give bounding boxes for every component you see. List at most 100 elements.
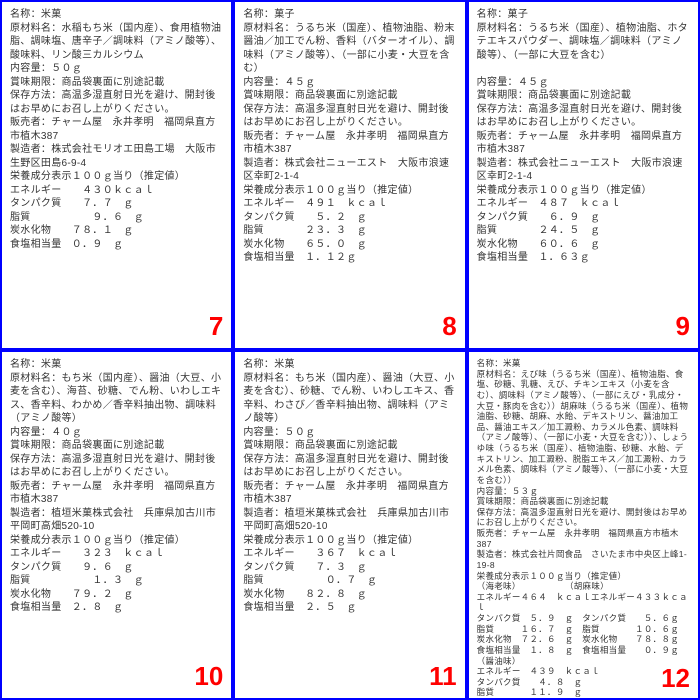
cell-number: 10 [194, 659, 223, 694]
label-cell-9: 名称：菓子原材料名：うるち米（国産）、植物油脂、ホタテエキスパウダー、調味塩／調… [467, 0, 700, 350]
text-line: 脂質 ９．６ ｇ [10, 211, 223, 225]
text-line: 食塩相当量 １．１２ｇ [243, 251, 456, 265]
text-line: 炭水化物 ８２．８ ｇ [243, 588, 456, 602]
text-line: 保存方法：高温多湿直射日光を避け、開封後はお早めにお召し上がりください。 [477, 507, 690, 528]
text-line: 食塩相当量 １．８ ｇ 食塩相当量 ０．９ｇ [477, 645, 690, 656]
text-line: 製造者：株式会社ニューエスト 大阪市浪速区幸町2-1-4 [477, 157, 690, 184]
text-line: 賞味期限：商品袋裏面に別途記載 [243, 439, 456, 453]
label-cell-12: 名称：米菓原材料名：えび味（うるち米（国産）、植物油脂、食塩、砂糖、乳糖、えび、… [467, 350, 700, 700]
text-line: 名称：米菓 [10, 8, 223, 22]
label-cell-10: 名称：米菓原材料名：もち米（国内産）、醤油（大豆、小麦を含む）、海苔、砂糖、でん… [0, 350, 233, 700]
text-line: 保存方法：高温多湿直射日光を避け、開封後はお早めにお召し上がりください。 [243, 103, 456, 130]
text-line: 内容量：４０ｇ [10, 426, 223, 440]
text-line: 販売者：チャーム屋 永井孝明 福岡県直方市植木387 [477, 130, 690, 157]
text-line: （醤油味） [477, 656, 690, 667]
text-line: 炭水化物 ７２．６ ｇ 炭水化物 ７８．８ｇ [477, 634, 690, 645]
text-line: 内容量：４５ｇ [477, 76, 690, 90]
text-line: （海老味） （胡麻味） [477, 581, 690, 592]
text-line: 炭水化物 ７８．１ ｇ [10, 224, 223, 238]
text-line: 脂質 １．３ ｇ [10, 574, 223, 588]
text-line: 炭水化物 ６０．６ ｇ [477, 238, 690, 252]
text-line: タンパク質 ４．８ ｇ [477, 677, 690, 688]
cell-number: 8 [442, 309, 456, 344]
text-line: 原材料名：水稲もち米（国内産）、食用植物油脂、調味塩、唐辛子／調味料（アミノ酸等… [10, 22, 223, 63]
text-line: 販売者：チャーム屋 永井孝明 福岡県直方市植木387 [243, 480, 456, 507]
cell-number: 7 [209, 309, 223, 344]
text-line: 名称：米菓 [243, 358, 456, 372]
text-line: 製造者：植垣米菓株式会社 兵庫県加古川市平岡町高畑520-10 [10, 507, 223, 534]
text-line: 製造者：株式会社モリオエ田島工場 大阪市生野区田島6-9-4 [10, 143, 223, 170]
text-line: タンパク質 ５．２ ｇ [243, 211, 456, 225]
cell-number: 12 [661, 662, 690, 695]
text-line: 製造者：株式会社片岡食品 さいたま市中央区上峰1-19-8 [477, 549, 690, 570]
text-line: 保存方法：高温多湿直射日光を避け、開封後はお早めにお召し上がりください。 [477, 103, 690, 130]
text-line: 販売者：チャーム屋 永井孝明 福岡県直方市植木387 [477, 528, 690, 549]
text-line: 賞味期限：商品袋裏面に別途記載 [10, 76, 223, 90]
text-line: 脂質 ２３．３ ｇ [243, 224, 456, 238]
text-line: 栄養成分表示１００ｇ当り（推定値） [243, 184, 456, 198]
text-line: 内容量：５０ｇ [243, 426, 456, 440]
text-line: 炭水化物 ７９．２ ｇ [10, 588, 223, 602]
text-line: エネルギー ４３９ ｋｃａｌ [477, 666, 690, 677]
text-line: タンパク質 ６．９ ｇ [477, 211, 690, 225]
text-line: エネルギー ４３０ｋｃａｌ [10, 184, 223, 198]
text-line: 食塩相当量 ２．８ ｇ [10, 601, 223, 615]
label-cell-11: 名称：米菓原材料名：もち米（国内産）、醤油（大豆、小麦を含む）、砂糖、でん粉、い… [233, 350, 466, 700]
text-line: 賞味期限：商品袋裏面に別途記載 [10, 439, 223, 453]
text-line: 食塩相当量 １．６３ｇ [477, 251, 690, 265]
text-line: エネルギー ３２３ ｋｃａｌ [10, 547, 223, 561]
cell-number: 11 [429, 659, 457, 694]
label-content: 名称：菓子原材料名：うるち米（国産）、植物油脂、粉末醤油／加工でん粉、香料（バタ… [243, 8, 456, 265]
text-line: 原材料名：もち米（国内産）、醤油（大豆、小麦を含む）、海苔、砂糖、でん粉、いわし… [10, 372, 223, 426]
text-line: 栄養成分表示１００ｇ当り（推定値） [10, 534, 223, 548]
text-line: 販売者：チャーム屋 永井孝明 福岡県直方市植木387 [243, 130, 456, 157]
text-line: タンパク質 ７．３ ｇ [243, 561, 456, 575]
text-line: 製造者：株式会社ニューエスト 大阪市浪速区幸町2-1-4 [243, 157, 456, 184]
label-content: 名称：菓子原材料名：うるち米（国産）、植物油脂、ホタテエキスパウダー、調味塩／調… [477, 8, 690, 265]
text-line: 栄養成分表示１００ｇ当り（推定値） [243, 534, 456, 548]
text-line: タンパク質 ７．７ ｇ [10, 197, 223, 211]
text-line: エネルギー ３６７ ｋｃａｌ [243, 547, 456, 561]
text-line: 内容量：５０ｇ [10, 62, 223, 76]
text-line: タンパク質 ５．９ ｇ タンパク質 ５．６ｇ [477, 613, 690, 624]
text-line: 原材料名：うるち米（国産）、植物油脂、ホタテエキスパウダー、調味塩／調味料（アミ… [477, 22, 690, 63]
label-cell-8: 名称：菓子原材料名：うるち米（国産）、植物油脂、粉末醤油／加工でん粉、香料（バタ… [233, 0, 466, 350]
text-line: 原材料名：えび味（うるち米（国産）、植物油脂、食塩、砂糖、乳糖、えび、チキンエキ… [477, 369, 690, 486]
text-line: 保存方法：高温多湿直射日光を避け、開封後はお早めにお召し上がりください。 [10, 453, 223, 480]
text-line: 炭水化物 ６５．０ ｇ [243, 238, 456, 252]
text-line: 販売者：チャーム屋 永井孝明 福岡県直方市植木387 [10, 480, 223, 507]
text-line: エネルギー４６４ ｋｃａｌエネルギー４３３ｋｃａｌ [477, 592, 690, 613]
label-content: 名称：米菓原材料名：もち米（国内産）、醤油（大豆、小麦を含む）、海苔、砂糖、でん… [10, 358, 223, 615]
label-grid: 名称：米菓原材料名：水稲もち米（国内産）、食用植物油脂、調味塩、唐辛子／調味料（… [0, 0, 700, 700]
text-line [477, 62, 690, 76]
text-line: 脂質 ０．７ ｇ [243, 574, 456, 588]
text-line: 内容量：５３ｇ [477, 486, 690, 497]
text-line: 名称：菓子 [243, 8, 456, 22]
text-line: 名称：米菓 [477, 358, 690, 369]
text-line: 保存方法：高温多湿直射日光を避け、開封後はお早めにお召し上がりください。 [10, 89, 223, 116]
text-line: 栄養成分表示１００ｇ当り（推定値） [477, 571, 690, 582]
text-line: 賞味期限：商品袋裏面に別途記載 [477, 89, 690, 103]
text-line: 賞味期限：商品袋裏面に別途記載 [243, 89, 456, 103]
text-line: タンパク質 ９．６ ｇ [10, 561, 223, 575]
label-content: 名称：米菓原材料名：水稲もち米（国内産）、食用植物油脂、調味塩、唐辛子／調味料（… [10, 8, 223, 251]
text-line: 内容量：４５ｇ [243, 76, 456, 90]
text-line: 名称：米菓 [10, 358, 223, 372]
text-line: 脂質 ２４．５ ｇ [477, 224, 690, 238]
cell-number: 9 [676, 309, 690, 344]
text-line: 栄養成分表示１００ｇ当り（推定値） [477, 184, 690, 198]
text-line: エネルギー ４８７ ｋｃａｌ [477, 197, 690, 211]
text-line: 脂質 １６．７ ｇ 脂質 １０．６ｇ [477, 624, 690, 635]
label-content: 名称：米菓原材料名：もち米（国内産）、醤油（大豆、小麦を含む）、砂糖、でん粉、い… [243, 358, 456, 615]
text-line: 製造者：植垣米菓株式会社 兵庫県加古川市平岡町高畑520-10 [243, 507, 456, 534]
text-line: 賞味期限：商品袋裏面に別途記載 [477, 496, 690, 507]
text-line: 名称：菓子 [477, 8, 690, 22]
text-line: 脂質 １１．９ ｇ [477, 687, 690, 698]
text-line: 保存方法：高温多湿直射日光を避け、開封後はお早めにお召し上がりください。 [243, 453, 456, 480]
text-line: 栄養成分表示１００ｇ当り（推定値） [10, 170, 223, 184]
text-line: 原材料名：うるち米（国産）、植物油脂、粉末醤油／加工でん粉、香料（バターオイル）… [243, 22, 456, 76]
text-line: 販売者：チャーム屋 永井孝明 福岡県直方市植木387 [10, 116, 223, 143]
text-line: 食塩相当量 ０．９ ｇ [10, 238, 223, 252]
label-cell-7: 名称：米菓原材料名：水稲もち米（国内産）、食用植物油脂、調味塩、唐辛子／調味料（… [0, 0, 233, 350]
text-line: 食塩相当量 ２．５ ｇ [243, 601, 456, 615]
